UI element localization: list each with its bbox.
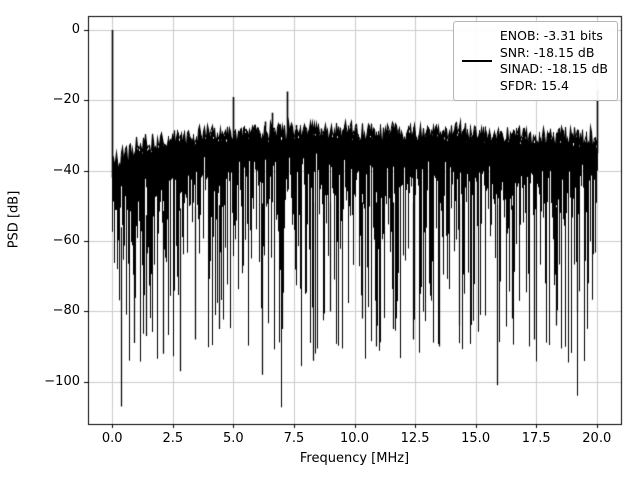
legend-entry-sfdr: SFDR: 15.4	[499, 77, 569, 93]
legend-entry-sinad: SINAD: -18.15 dB	[499, 61, 608, 76]
legend-line-sample	[461, 60, 492, 62]
legend-entry-enob: ENOB: -3.31 bits	[499, 28, 603, 43]
x-tick-label: 17.5	[521, 431, 551, 446]
x-tick-label: 7.5	[283, 431, 305, 446]
legend: ENOB: -3.31 bits SNR: -18.15 dB SINAD: -…	[452, 21, 618, 101]
legend-entries: ENOB: -3.31 bits SNR: -18.15 dB SINAD: -…	[500, 28, 608, 94]
x-tick-label: 15.0	[461, 431, 491, 446]
legend-entry-snr: SNR: -18.15 dB	[499, 44, 595, 60]
y-axis-label: PSD [dB]	[6, 190, 22, 249]
y-tick-label: −60	[52, 233, 80, 249]
x-axis-label: Frequency [MHz]	[299, 451, 410, 466]
x-tick-label: 5.0	[223, 431, 244, 446]
x-tick-label: 10.0	[340, 431, 369, 446]
y-tick-label: 0	[71, 22, 80, 38]
y-tick-label: −80	[52, 303, 80, 319]
y-tick-label: −20	[52, 92, 80, 108]
x-tick-label: 2.5	[162, 431, 184, 446]
y-tick-label: −100	[44, 373, 80, 389]
y-tick-label: −40	[52, 162, 80, 178]
x-tick-label: 12.5	[400, 431, 430, 446]
x-tick-label: 0.0	[101, 431, 123, 446]
x-tick-label: 20.0	[582, 431, 612, 446]
